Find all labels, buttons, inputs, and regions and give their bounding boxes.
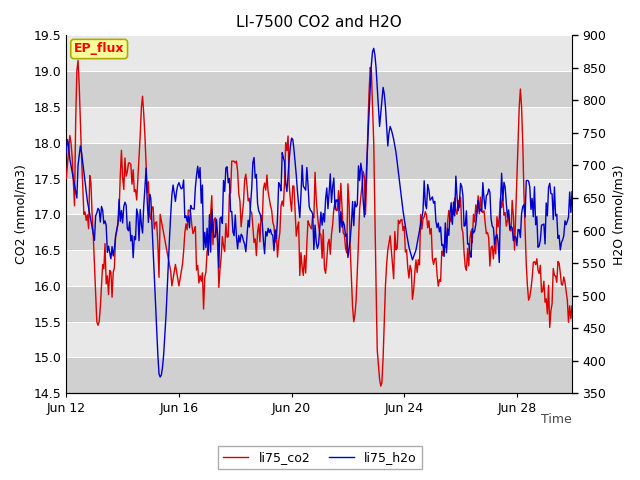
li75_h2o [415, 228, 423, 233]
li75_co2 [377, 383, 385, 389]
Line: li75_h2o: li75_h2o [67, 48, 572, 377]
li75_h2o [465, 241, 472, 247]
Line: li75_co2: li75_co2 [67, 60, 572, 386]
li75_co2 [568, 303, 576, 309]
li75_h2o [528, 195, 536, 201]
li75_h2o [357, 160, 365, 166]
li75_h2o [63, 150, 70, 156]
Bar [67, 71, 572, 107]
li75_co2 [454, 197, 462, 203]
Bar [67, 286, 572, 322]
li75_h2o [454, 208, 462, 214]
Text: EP_flux: EP_flux [74, 43, 124, 56]
li75_h2o [156, 374, 164, 380]
li75_co2 [74, 58, 82, 63]
li75_co2 [357, 194, 365, 200]
li75_co2 [415, 262, 423, 268]
li75_co2 [102, 281, 110, 287]
Y-axis label: H2O (mmol/m3): H2O (mmol/m3) [612, 164, 625, 264]
Y-axis label: CO2 (mmol/m3): CO2 (mmol/m3) [15, 164, 28, 264]
Bar [67, 214, 572, 250]
li75_co2 [63, 176, 70, 181]
li75_h2o [101, 218, 109, 224]
li75_co2 [465, 263, 472, 269]
Bar [67, 143, 572, 179]
Text: Time: Time [541, 413, 572, 426]
Title: LI-7500 CO2 and H2O: LI-7500 CO2 and H2O [236, 15, 402, 30]
li75_h2o [370, 46, 378, 51]
Bar [67, 358, 572, 393]
li75_h2o [568, 189, 576, 194]
li75_co2 [528, 276, 536, 281]
Legend: li75_co2, li75_h2o: li75_co2, li75_h2o [218, 446, 422, 469]
